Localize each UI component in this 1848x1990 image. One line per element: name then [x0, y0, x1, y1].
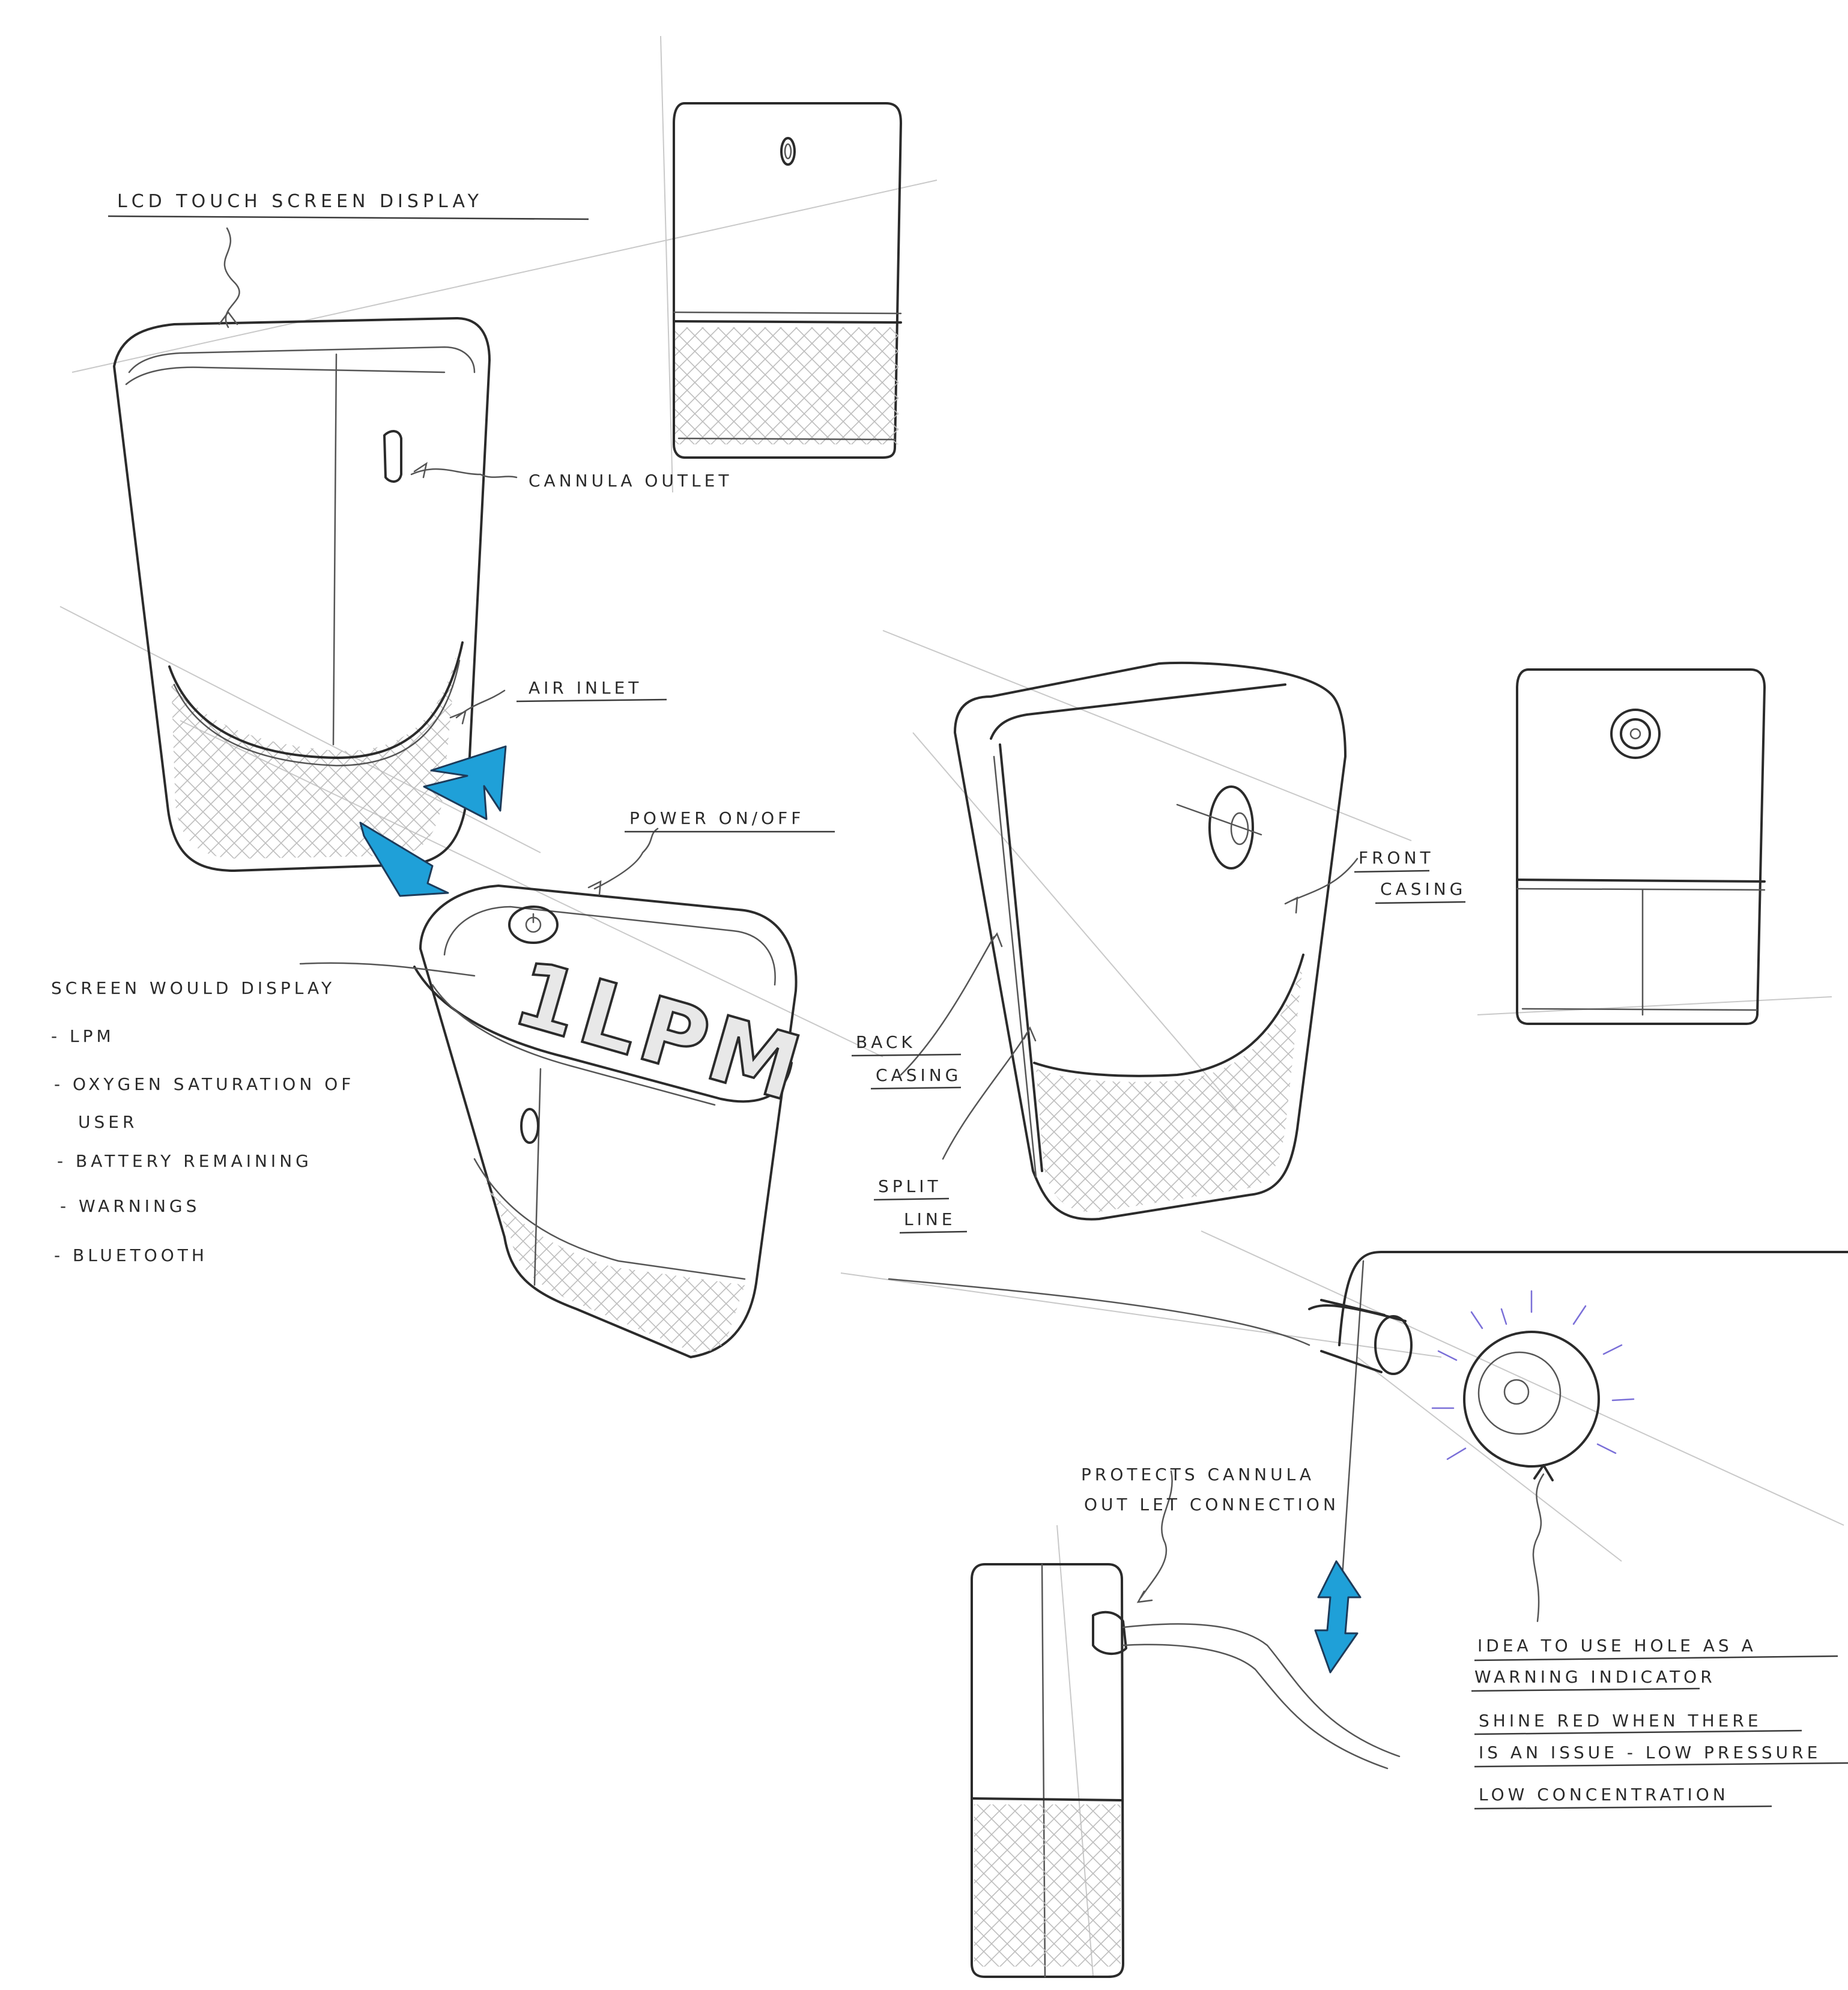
- power-button-icon: [508, 906, 559, 944]
- annotation-labels: LCD TOUCH SCREEN DISPLAY CANNULA OUTLET …: [108, 191, 1466, 1514]
- label-back-casing-2: CASING: [876, 1065, 962, 1085]
- label-protects-2: OUT LET CONNECTION: [1084, 1495, 1339, 1514]
- label-protects-1: PROTECTS CANNULA: [1081, 1465, 1315, 1484]
- device-split-perspective: [954, 661, 1347, 1221]
- label-split-line-2: LINE: [904, 1209, 956, 1229]
- idea-note-line-1: IDEA TO USE HOLE AS A: [1477, 1636, 1757, 1656]
- screen-display-list: SCREEN WOULD DISPLAY - LPM - OXYGEN SATU…: [51, 978, 354, 1265]
- blue-arrow-icon: [359, 745, 507, 897]
- screen-list-item-oxygen: - OXYGEN SATURATION OF: [54, 1074, 354, 1094]
- label-back-casing-1: BACK: [856, 1032, 916, 1052]
- warning-glow-icon: [1431, 1290, 1635, 1468]
- device-front-view-right: [1516, 668, 1766, 1025]
- label-air-inlet: AIR INLET: [529, 678, 642, 698]
- screen-list-item-user: USER: [78, 1112, 138, 1132]
- device-main-perspective: [113, 317, 491, 872]
- device-screen-perspective: 1LPM: [413, 885, 817, 1358]
- leader-lines: [218, 227, 1359, 1603]
- device-front-view-top: [673, 102, 902, 459]
- idea-note-line-2: WARNING INDICATOR: [1474, 1667, 1716, 1687]
- idea-note-line-5: LOW CONCENTRATION: [1479, 1785, 1729, 1804]
- idea-note-line-3: SHINE RED WHEN THERE: [1479, 1711, 1762, 1731]
- screen-list-item-battery: - BATTERY REMAINING: [57, 1151, 312, 1171]
- label-front-casing-2: CASING: [1380, 879, 1466, 899]
- screen-list-item-lpm: - LPM: [51, 1026, 115, 1046]
- screen-list-item-warnings: - WARNINGS: [60, 1196, 200, 1216]
- label-power-on-off: POWER ON/OFF: [629, 808, 804, 828]
- idea-note-line-4: IS AN ISSUE - LOW PRESSURE: [1479, 1743, 1821, 1762]
- warning-indicator-note: IDEA TO USE HOLE AS A WARNING INDICATOR …: [1471, 1636, 1848, 1810]
- label-cannula-outlet: CANNULA OUTLET: [529, 471, 732, 491]
- device-side-view-bottom: [971, 1563, 1401, 1978]
- screen-readout: 1LPM: [503, 941, 816, 1123]
- label-lcd-touch-screen: LCD TOUCH SCREEN DISPLAY: [117, 191, 483, 212]
- outlet-closeup-detail: [888, 1251, 1848, 1623]
- screen-list-title: SCREEN WOULD DISPLAY: [51, 978, 335, 998]
- label-front-casing-1: FRONT: [1359, 848, 1434, 868]
- label-split-line-1: SPLIT: [878, 1176, 942, 1196]
- double-arrow-icon: [1314, 1560, 1362, 1674]
- cannula-outlet-sketch: [383, 430, 402, 483]
- screen-list-item-bluetooth: - BLUETOOTH: [54, 1245, 208, 1265]
